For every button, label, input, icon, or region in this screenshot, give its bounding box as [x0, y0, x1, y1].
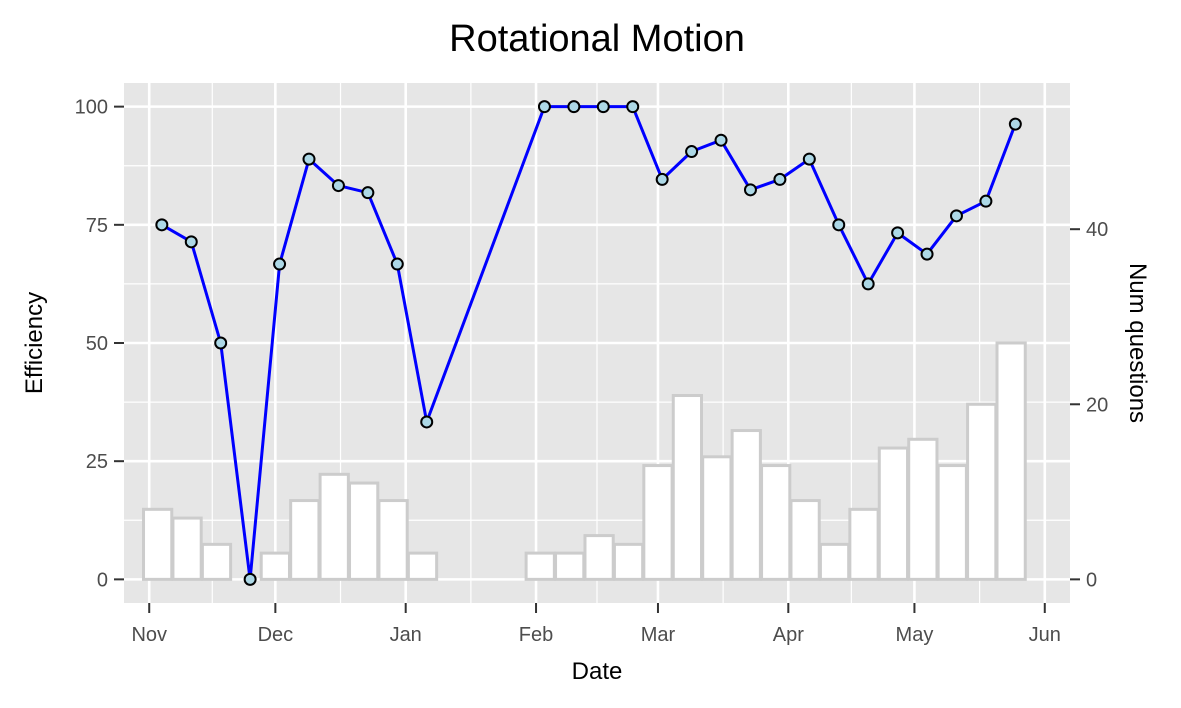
question-bar	[171, 516, 203, 581]
question-bar	[200, 542, 233, 581]
efficiency-points	[155, 100, 1022, 586]
question-bar	[877, 446, 910, 581]
question-bar	[907, 437, 939, 581]
question-bar	[259, 551, 291, 581]
x-tick-label: Feb	[519, 624, 553, 646]
y-tick-label: 0	[97, 569, 108, 591]
efficiency-point	[361, 186, 375, 200]
question-bar	[760, 464, 792, 581]
x-tick-label: Dec	[258, 624, 294, 646]
y2-tick-label: 20	[1086, 394, 1108, 416]
question-bar	[701, 455, 733, 581]
question-bar	[848, 507, 880, 581]
efficiency-point	[949, 209, 963, 223]
question-bar	[318, 472, 350, 581]
question-bar	[936, 464, 968, 581]
efficiency-point	[567, 100, 581, 114]
efficiency-point	[214, 336, 228, 350]
question-bar	[818, 542, 851, 581]
question-bars	[142, 341, 1027, 581]
efficiency-point	[596, 100, 610, 114]
efficiency-point	[273, 257, 287, 271]
efficiency-point	[832, 218, 846, 232]
efficiency-point	[331, 179, 345, 193]
efficiency-point	[537, 100, 551, 114]
question-bar	[289, 499, 321, 581]
x-axis-title: Date	[572, 658, 623, 685]
efficiency-point	[773, 172, 787, 186]
efficiency-point	[155, 218, 169, 232]
y-tick-label: 50	[86, 333, 108, 355]
y2-axis-title: Num questions	[1124, 263, 1151, 423]
efficiency-point	[802, 152, 816, 166]
question-bar	[966, 402, 998, 581]
question-bar	[671, 394, 704, 581]
efficiency-point	[1008, 117, 1022, 131]
question-bar	[406, 551, 439, 581]
efficiency-point	[184, 235, 198, 249]
efficiency-point	[861, 277, 875, 291]
efficiency-point	[655, 172, 669, 186]
efficiency-point	[390, 257, 404, 271]
question-bar	[524, 551, 556, 581]
efficiency-point	[891, 226, 905, 240]
efficiency-point	[743, 183, 757, 197]
x-tick-label: Apr	[773, 624, 804, 646]
y-tick-label: 100	[75, 97, 108, 119]
efficiency-point	[714, 133, 728, 147]
efficiency-point	[302, 152, 316, 166]
question-bar	[377, 499, 409, 581]
y2-tick-label: 40	[1086, 219, 1108, 241]
efficiency-point	[920, 247, 934, 261]
efficiency-point	[685, 145, 699, 159]
chart-title: Rotational Motion	[449, 18, 745, 60]
question-bar	[142, 507, 174, 581]
efficiency-point	[420, 415, 434, 429]
question-bar	[583, 534, 615, 581]
x-tick-label: Nov	[131, 624, 167, 646]
axes: 0 25 50 75 100 0 20 40 Nov Dec Jan Feb Mar Apr May Jun	[75, 97, 1109, 646]
question-bar	[612, 542, 645, 581]
efficiency-point	[626, 100, 640, 114]
question-bar	[642, 464, 674, 581]
x-tick-label: May	[896, 624, 934, 646]
question-bar	[554, 551, 586, 581]
x-tick-label: Jun	[1029, 624, 1061, 646]
y-tick-label: 25	[86, 451, 108, 473]
question-bar	[995, 341, 1027, 581]
question-bar	[730, 429, 762, 581]
question-bar	[789, 499, 821, 581]
y-axis-title: Efficiency	[21, 292, 48, 394]
y-tick-label: 75	[86, 215, 108, 237]
efficiency-point	[979, 194, 993, 208]
x-tick-label: Mar	[641, 624, 676, 646]
efficiency-point	[243, 572, 257, 586]
y2-tick-label: 0	[1086, 569, 1097, 591]
question-bar	[348, 481, 380, 581]
x-tick-label: Jan	[390, 624, 422, 646]
